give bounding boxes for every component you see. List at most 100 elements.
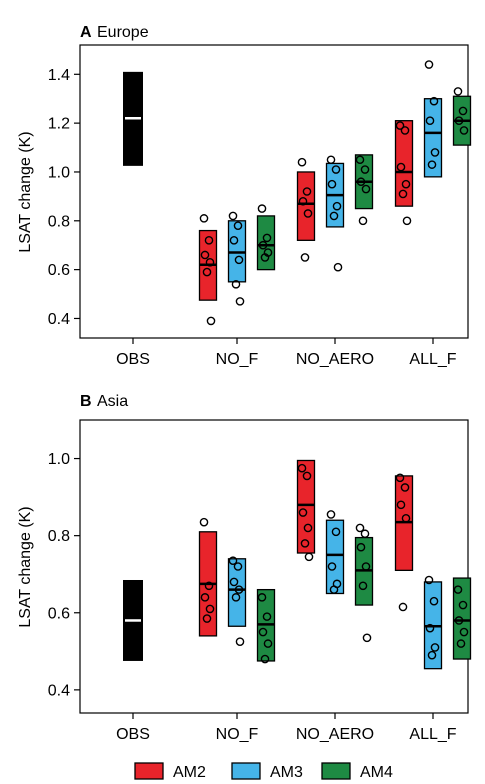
panel-b-no_f-am3-point <box>229 577 239 587</box>
panel-a-title: Europe <box>97 24 149 41</box>
panel-b-no_aero-am2-point <box>303 523 313 533</box>
panel-b-no_f-am2-point <box>202 614 212 623</box>
panel-a-no_aero-am3-point <box>331 165 341 174</box>
panel-b-ytick-label: 0.6 <box>48 605 70 622</box>
panel-a-no_f-am3-point <box>228 211 238 221</box>
panel-a-all_f-am3-point <box>425 116 435 125</box>
panel-a-no_f-am3-point <box>229 236 239 245</box>
panel-b-no_aero-am3-point <box>331 527 341 537</box>
panel-a-no_f-am2-point <box>202 267 212 277</box>
panel-b-no_aero-am2-point <box>300 539 310 548</box>
panel-a-xtick-label: NO_F <box>216 351 259 368</box>
panel-a-ytick-label: 0.6 <box>48 262 70 279</box>
panel-b-no_f-am2-point <box>204 581 214 591</box>
panel-b-no_aero-am4-point <box>358 581 368 591</box>
panel-a-no_f-am3-point <box>234 255 244 265</box>
panel-a-no_aero-am3-point <box>333 262 343 272</box>
panel-a-no_aero-am3-point <box>327 179 337 189</box>
panel-b-no_f-am2-point <box>199 517 209 527</box>
panel-b-frame <box>79 419 469 714</box>
panel-a-all_f-am2-point <box>401 179 411 189</box>
panel-b-no_aero-am2-point <box>304 552 314 562</box>
panel-b-all_f-am2-point <box>396 500 406 510</box>
panel-a-no_f-am3-point <box>233 221 243 230</box>
panel-b-no_f-am2-point <box>205 604 215 614</box>
panel-b-no_aero-am4-point <box>360 529 370 539</box>
legend-label-am4: AM4 <box>360 764 393 781</box>
panel-b-all_f-am4-point <box>456 639 466 648</box>
panel-b-no_f-am3-point <box>231 593 241 602</box>
panel-a-all_f-am2-point <box>396 162 406 172</box>
panel-a-no_f-am3-point <box>231 279 241 289</box>
legend-label-am2: AM2 <box>173 764 206 781</box>
panel-a-all_f-am3-point <box>427 160 437 169</box>
panel-b-ytick-label: 0.4 <box>48 682 70 699</box>
panel-a-no_f-am3-point <box>235 297 245 306</box>
panel-b-no_aero-am4-point <box>362 633 372 643</box>
panel-a-no_aero-am3-point <box>329 211 339 221</box>
panel-a-xtick-label: OBS <box>116 351 150 368</box>
panel-b-no_f-am4-point <box>260 654 270 664</box>
panel-a-no_f-am4-point <box>260 253 270 262</box>
panel-b-no_aero-am2-box <box>296 459 316 554</box>
panel-b-no_f-am4-point <box>263 639 273 648</box>
panel-a-ytick-label: 1.4 <box>48 67 70 84</box>
panel-a-all_f-am2-point <box>398 189 408 199</box>
panel-a-xtick-label: NO_AERO <box>296 351 374 368</box>
panel-a-no_aero-am4-point <box>358 216 368 226</box>
panel-b-all_f-am4-point <box>454 616 464 625</box>
panel-b-no_f-am4-point <box>258 627 268 637</box>
panel-a-no_aero-am2-point <box>297 157 307 167</box>
legend-swatch-am4 <box>321 762 351 780</box>
panel-b-no_f-am3-point <box>233 562 243 571</box>
panel-a-no_f-am2-point <box>206 316 216 326</box>
panel-b-all_f-am2-point <box>400 483 410 492</box>
panel-a-no_aero-am4-point <box>361 184 371 194</box>
legend-swatch-am2 <box>134 762 164 780</box>
panel-a-all_f-am3-point <box>429 96 439 106</box>
panel-a-frame <box>79 44 469 339</box>
panel-b-all_f-am3-point <box>430 643 440 652</box>
panel-b-ytick-label: 1.0 <box>48 451 70 468</box>
panel-a-all_f-am2-point <box>400 126 410 135</box>
panel-b-all_f-am4-point <box>459 627 469 637</box>
panel-a-no_f-am2-point <box>199 214 209 223</box>
legend: AM2 AM3 AM4 <box>134 762 393 781</box>
panel-b-xtick-label: ALL_F <box>409 726 456 743</box>
panel-a-no_aero-am4-point <box>356 177 366 187</box>
legend-swatch-am3 <box>231 762 261 780</box>
panel-b-title: Asia <box>97 393 128 410</box>
panel-b-all_f-am3-point <box>427 650 437 660</box>
panel-b-no_f-am3-point <box>235 637 245 646</box>
panel-b-no_aero-am4-point <box>356 542 366 552</box>
panel-a-no_aero-am2-box <box>296 171 316 241</box>
panel-b-no_aero-am2-point <box>297 463 307 473</box>
panel-a-all_f-am2-point <box>395 121 405 130</box>
panel-b-all_f-am3-point <box>425 623 435 633</box>
panel-a-no_aero-am2-point <box>298 196 308 206</box>
panel-a-ytick-label: 0.4 <box>48 311 70 328</box>
panel-a-no_aero-am4-point <box>360 165 370 174</box>
panel-a-no_aero-am3-point <box>326 155 336 165</box>
panel-b-all_f-am4-point <box>453 585 463 594</box>
panel-a-all_f-am4-point <box>458 106 468 116</box>
panel-a-no_f-am2-point <box>205 258 215 267</box>
panel-b-no_aero-am3-point <box>326 510 336 519</box>
panel-b-all_f-am3-point <box>429 596 439 606</box>
panel-b-xtick-label: OBS <box>116 726 150 743</box>
panel-b-all_f-am3-point <box>424 575 434 585</box>
panel-a-letter: A <box>80 24 92 41</box>
panel-b-all_f-am2-point <box>401 514 411 523</box>
panel-a-no_f-am4-point <box>257 204 267 213</box>
panel-a-xtick-label: ALL_F <box>409 351 456 368</box>
panel-b-all_f-am2-point <box>398 602 408 612</box>
panel-a-no_aero-am4-point <box>355 155 365 165</box>
panel-a-all_f-am4-point <box>454 116 464 125</box>
panel-b-no_f-am2-point <box>200 593 210 602</box>
panel-a-no_aero-am3-point <box>332 201 342 211</box>
panel-a-all_f-am2-box <box>394 120 414 207</box>
panel-b-letter: B <box>80 393 92 410</box>
panel-a-all_f-am4-point <box>453 87 463 96</box>
panel-b-no_aero-am3-point <box>329 585 339 594</box>
panel-b-plot: 0.4 0.6 0.8 1.0 OBS NO_F NO_AERO ALL_F <box>48 451 472 743</box>
